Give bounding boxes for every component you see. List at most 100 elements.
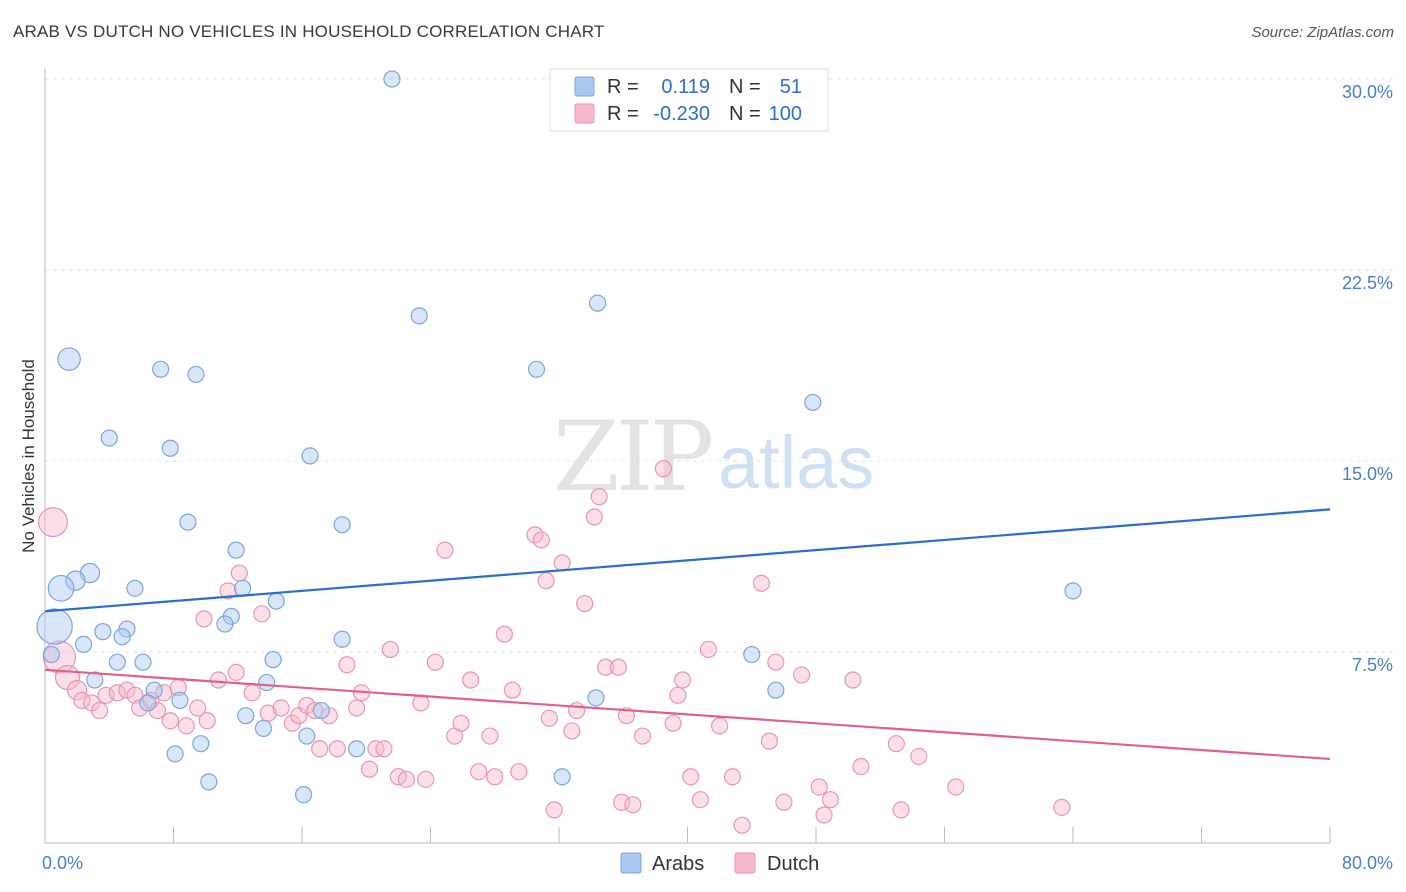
arabs-point [126, 579, 144, 597]
arabs-point [100, 429, 118, 447]
dutch-point [590, 488, 608, 506]
dutch-point [227, 663, 245, 681]
dutch-point [585, 508, 603, 526]
dutch-point [563, 722, 581, 740]
dutch-point [397, 770, 416, 788]
arabs-point [588, 294, 607, 312]
dutch-point [91, 701, 109, 720]
y-tick-label: 7.5% [1352, 655, 1393, 675]
dutch-point [209, 671, 228, 689]
legend-n-label-dutch: N = [729, 103, 761, 125]
dutch-point [852, 757, 870, 776]
dutch-point [375, 740, 393, 758]
arabs-point [161, 439, 179, 457]
legend-bottom-swatch-dutch [734, 852, 756, 874]
dutch-point [338, 656, 356, 674]
dutch-trend-line [44, 668, 1331, 761]
dutch-point [272, 699, 290, 717]
arabs-point [258, 673, 276, 692]
dutch-point [470, 763, 488, 781]
dutch-point [540, 709, 558, 727]
dutch-point [348, 699, 366, 717]
arabs-point [47, 574, 75, 602]
dutch-point [947, 778, 965, 796]
arabs-point [383, 70, 401, 88]
arabs-point [171, 691, 189, 709]
arabs-point [65, 570, 86, 591]
legend-stats: R = 0.119 N = 51 R = -0.230 N = 100 [549, 68, 829, 132]
y-tick-label: 15.0% [1342, 464, 1393, 484]
legend-r-label-dutch: R = [607, 103, 639, 125]
legend-r-value-dutch: -0.230 [653, 103, 710, 125]
dutch-point [821, 791, 840, 809]
dutch-point [360, 760, 379, 778]
dutch-point [253, 605, 271, 623]
dutch-point [760, 732, 779, 750]
legend-n-label-arabs: N = [729, 76, 761, 98]
arabs-point [57, 347, 81, 371]
legend-n-value-dutch: 100 [769, 103, 802, 125]
dutch-point [426, 653, 444, 671]
dutch-point [417, 770, 435, 788]
legend-swatch-dutch [574, 103, 595, 124]
arabs-point [298, 727, 316, 745]
arabs-point [134, 653, 152, 671]
legend-bottom-label-dutch: Dutch [767, 853, 819, 875]
arabs-point [139, 694, 157, 712]
dutch-point [691, 791, 709, 809]
arabs-point [74, 635, 93, 653]
arabs-point [166, 745, 184, 763]
dutch-point [188, 699, 207, 717]
dutch-point [486, 768, 504, 786]
dutch-point [66, 680, 88, 701]
dutch-point [682, 768, 700, 786]
dutch-point [495, 625, 513, 643]
dutch-point [887, 735, 905, 753]
dutch-point [613, 793, 631, 811]
dutch-point [73, 691, 91, 709]
y-tick-label: 22.5% [1342, 273, 1393, 293]
dutch-point [328, 740, 346, 758]
dutch-point [633, 727, 652, 745]
dutch-point [576, 595, 594, 613]
arabs-point [301, 447, 319, 465]
dutch-point [775, 793, 793, 811]
chart-title: ARAB VS DUTCH NO VEHICLES IN HOUSEHOLD C… [13, 22, 605, 41]
y-axis-title: No Vehicles in Household [19, 359, 38, 553]
dutch-point [699, 640, 717, 659]
dutch-point [733, 816, 751, 834]
arabs-point [348, 740, 366, 758]
watermark-atlas: atlas [718, 421, 874, 504]
dutch-point [545, 801, 563, 819]
arabs-point [36, 608, 73, 645]
arabs-point [553, 768, 571, 786]
arabs-point [527, 360, 546, 378]
arabs-point [264, 651, 282, 669]
dutch-point [609, 658, 628, 676]
arabs-point [179, 513, 197, 531]
arabs-point [113, 628, 131, 646]
dutch-point [195, 610, 213, 628]
arabs-points [36, 70, 1082, 804]
arabs-point [152, 360, 170, 378]
dutch-point [910, 747, 928, 766]
arabs-point [333, 516, 351, 534]
dutch-point [674, 671, 692, 689]
x-tick-label: 80.0% [1342, 853, 1393, 873]
dutch-point [503, 681, 522, 699]
dutch-point [617, 707, 636, 725]
dutch-point [462, 671, 480, 689]
dutch-point [664, 714, 682, 732]
arabs-point [743, 645, 761, 664]
dutch-point [436, 541, 454, 559]
arabs-point [1064, 582, 1082, 600]
dutch-point [259, 704, 277, 722]
dutch-point [624, 796, 642, 814]
dutch-point [510, 763, 528, 781]
arabs-point [94, 623, 112, 641]
dutch-point [669, 686, 687, 704]
y-tick-labels: 7.5% 15.0% 22.5% 30.0% [1342, 82, 1393, 675]
dutch-point [1053, 798, 1071, 816]
dutch-point [481, 727, 499, 745]
